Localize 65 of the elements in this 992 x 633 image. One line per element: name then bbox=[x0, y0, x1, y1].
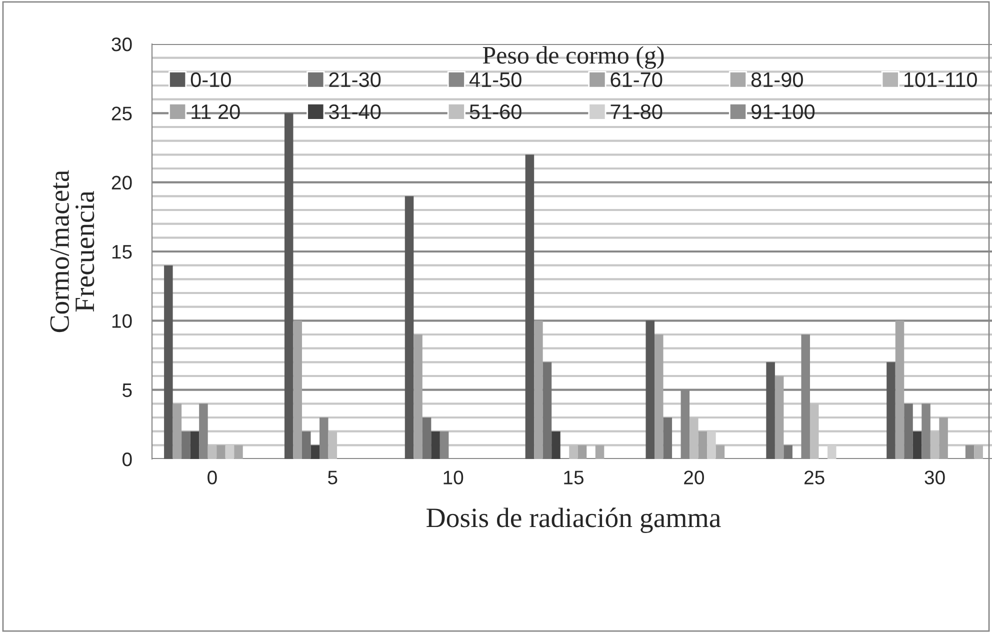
legend-label: 41-50 bbox=[469, 72, 522, 88]
bar bbox=[654, 334, 664, 459]
bar bbox=[912, 431, 922, 459]
bar bbox=[320, 418, 328, 459]
bar bbox=[182, 431, 190, 459]
bar bbox=[974, 445, 983, 459]
x-tick-label: 10 bbox=[444, 470, 464, 484]
y-tick-label: 30 bbox=[112, 37, 132, 52]
x-tick-label: 25 bbox=[804, 470, 824, 484]
bar bbox=[595, 445, 604, 459]
legend-label: 101-110 bbox=[904, 72, 977, 88]
y-tick-label: 15 bbox=[112, 245, 132, 259]
bar bbox=[216, 445, 226, 459]
legend-label: 31-40 bbox=[328, 104, 381, 120]
x-tick-label: 30 bbox=[924, 470, 945, 484]
bar bbox=[190, 431, 200, 459]
bar bbox=[895, 320, 904, 459]
y-tick-label: 0 bbox=[122, 452, 132, 466]
bar bbox=[293, 320, 302, 459]
x-axis-title: Dosis de radiación gamma bbox=[426, 508, 721, 533]
legend-label: 0-10 bbox=[190, 72, 231, 88]
y-tick-label: 25 bbox=[112, 106, 132, 120]
y-tick-label: 10 bbox=[112, 314, 132, 328]
x-tick-label: 20 bbox=[684, 470, 704, 484]
bar bbox=[310, 445, 320, 459]
legend-label: 11 20 bbox=[192, 104, 240, 120]
bar bbox=[199, 404, 208, 459]
legend-label: 51-60 bbox=[470, 104, 522, 120]
y-tick-label: 5 bbox=[122, 384, 132, 398]
bar bbox=[172, 404, 182, 459]
bar bbox=[414, 334, 422, 459]
bar bbox=[542, 362, 552, 459]
x-tick-label: 15 bbox=[564, 470, 584, 484]
legend-title: Peso de cormo (g) bbox=[482, 46, 664, 69]
x-tick-label: 5 bbox=[328, 470, 338, 484]
bar bbox=[904, 404, 913, 459]
bar bbox=[922, 404, 930, 459]
bar bbox=[646, 320, 655, 459]
bar bbox=[663, 418, 672, 459]
bar bbox=[525, 154, 534, 459]
bar bbox=[404, 196, 414, 459]
legend-label: 91-100 bbox=[751, 104, 815, 120]
bar bbox=[716, 445, 725, 459]
y-tick-label: 20 bbox=[112, 176, 132, 190]
bar bbox=[302, 431, 311, 459]
legend-label: 61-70 bbox=[610, 72, 662, 88]
bar bbox=[766, 362, 775, 459]
bar bbox=[431, 431, 440, 459]
bar bbox=[939, 418, 948, 459]
y-axis-title: Cormo/maceta Frecuencia bbox=[50, 170, 94, 332]
bar bbox=[578, 445, 587, 459]
legend-label: 71-80 bbox=[610, 104, 662, 120]
legend-label: 81-90 bbox=[751, 72, 803, 88]
bar bbox=[886, 362, 896, 459]
bar bbox=[698, 431, 708, 459]
bar bbox=[552, 431, 560, 459]
bar bbox=[534, 320, 543, 459]
bar bbox=[784, 445, 792, 459]
bar bbox=[164, 265, 173, 459]
bar bbox=[234, 445, 243, 459]
legend-label: 21-30 bbox=[329, 72, 381, 88]
bar bbox=[422, 418, 432, 459]
x-tick-label: 0 bbox=[208, 470, 217, 484]
bar bbox=[284, 113, 294, 459]
bar bbox=[774, 376, 784, 459]
